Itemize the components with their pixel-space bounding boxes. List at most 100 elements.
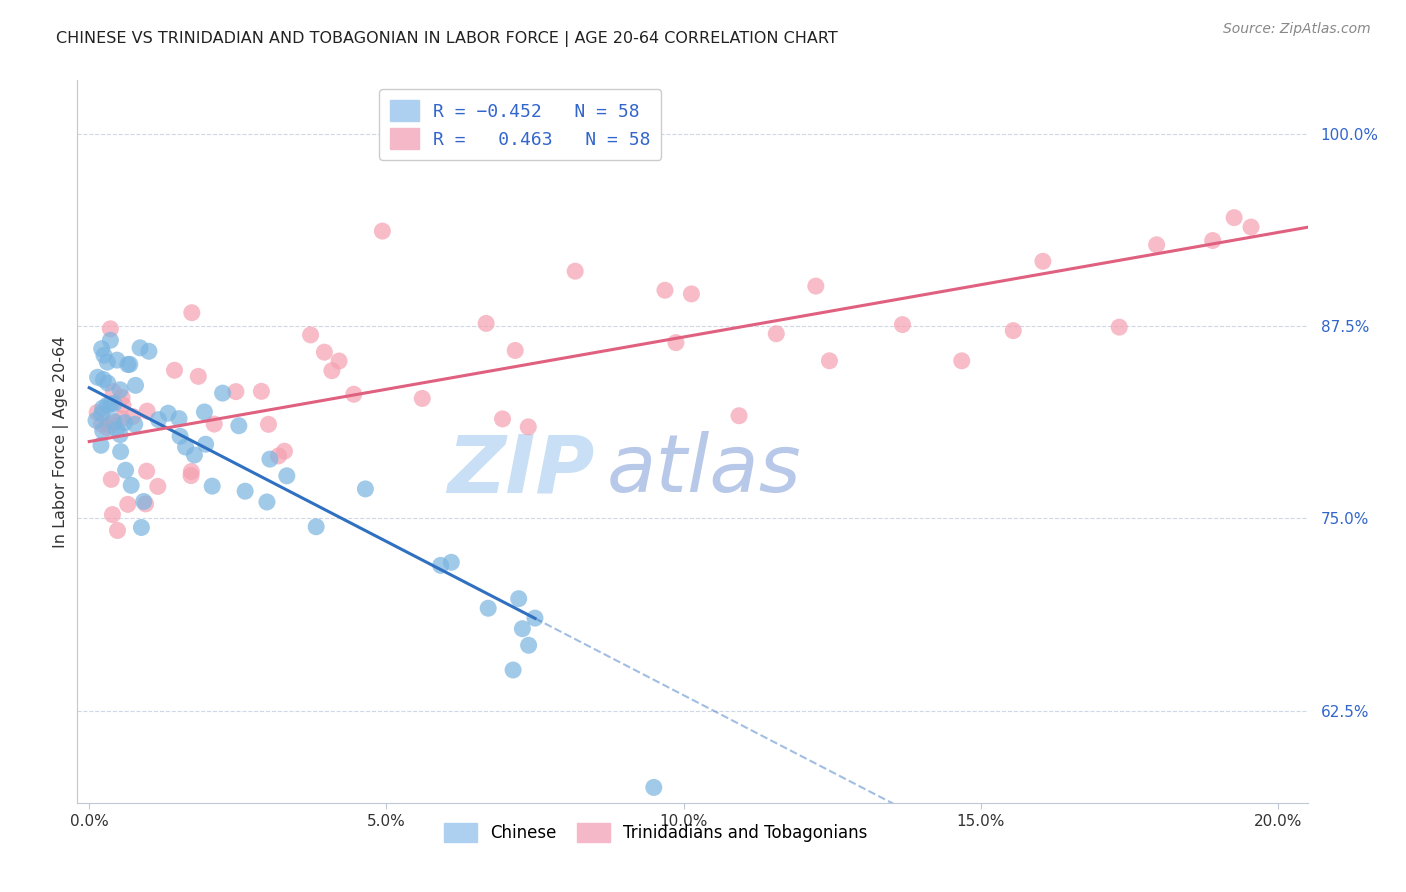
Point [429, 558, 451, 573]
Point [371, 224, 394, 238]
Point [250, 384, 273, 399]
Point [131, 520, 153, 534]
Text: Source: ZipAtlas.com: Source: ZipAtlas.com [1223, 22, 1371, 37]
Point [91, 401, 114, 415]
Point [643, 780, 665, 795]
Point [138, 344, 160, 359]
Point [104, 416, 127, 430]
Point [491, 412, 513, 426]
Point [818, 353, 841, 368]
Point [180, 465, 202, 479]
Point [114, 416, 136, 430]
Point [183, 448, 205, 462]
Point [305, 520, 328, 534]
Point [1032, 254, 1054, 268]
Point [135, 464, 157, 478]
Point [90, 342, 112, 356]
Point [665, 335, 688, 350]
Point [354, 482, 377, 496]
Point [343, 387, 366, 401]
Point [157, 406, 180, 420]
Point [136, 404, 159, 418]
Point [508, 591, 530, 606]
Point [111, 398, 134, 412]
Point [1108, 320, 1130, 334]
Point [174, 440, 197, 454]
Point [101, 414, 124, 428]
Point [163, 363, 186, 377]
Point [259, 452, 281, 467]
Point [124, 378, 146, 392]
Point [103, 397, 125, 411]
Point [517, 638, 540, 652]
Point [96, 398, 118, 412]
Point [100, 322, 122, 336]
Point [108, 427, 131, 442]
Point [228, 418, 250, 433]
Point [273, 444, 295, 458]
Point [90, 417, 112, 432]
Point [564, 264, 586, 278]
Point [180, 468, 202, 483]
Point [477, 601, 499, 615]
Point [654, 283, 676, 297]
Point [111, 411, 134, 425]
Point [90, 407, 112, 421]
Point [167, 411, 190, 425]
Point [233, 484, 256, 499]
Point [440, 555, 463, 569]
Point [211, 386, 233, 401]
Point [276, 468, 298, 483]
Point [1240, 220, 1263, 235]
Point [194, 437, 217, 451]
Point [101, 508, 124, 522]
Point [169, 429, 191, 443]
Point [256, 495, 278, 509]
Point [93, 348, 115, 362]
Point [765, 326, 787, 341]
Point [105, 353, 128, 368]
Point [96, 355, 118, 369]
Point [804, 279, 827, 293]
Text: CHINESE VS TRINIDADIAN AND TOBAGONIAN IN LABOR FORCE | AGE 20-64 CORRELATION CHA: CHINESE VS TRINIDADIAN AND TOBAGONIAN IN… [56, 31, 838, 47]
Point [503, 343, 526, 358]
Point [411, 392, 433, 406]
Y-axis label: In Labor Force | Age 20-64: In Labor Force | Age 20-64 [53, 335, 69, 548]
Point [111, 391, 134, 405]
Point [299, 327, 322, 342]
Point [118, 357, 141, 371]
Point [225, 384, 247, 399]
Point [950, 354, 973, 368]
Legend: Chinese, Trinidadians and Tobagonians: Chinese, Trinidadians and Tobagonians [437, 816, 875, 848]
Point [681, 286, 703, 301]
Point [314, 345, 336, 359]
Point [103, 384, 125, 399]
Point [257, 417, 280, 432]
Text: ZIP: ZIP [447, 432, 595, 509]
Point [117, 497, 139, 511]
Point [96, 420, 118, 434]
Point [107, 524, 129, 538]
Point [105, 423, 128, 437]
Point [187, 369, 209, 384]
Point [193, 405, 215, 419]
Point [267, 449, 290, 463]
Point [100, 472, 122, 486]
Point [512, 622, 534, 636]
Point [202, 417, 225, 431]
Point [84, 413, 107, 427]
Point [201, 479, 224, 493]
Point [90, 438, 112, 452]
Point [120, 478, 142, 492]
Point [97, 376, 120, 390]
Point [475, 317, 498, 331]
Point [124, 417, 146, 432]
Point [100, 397, 122, 411]
Point [180, 306, 202, 320]
Point [148, 412, 170, 426]
Point [321, 364, 343, 378]
Point [86, 370, 108, 384]
Text: atlas: atlas [606, 432, 801, 509]
Point [1146, 237, 1168, 252]
Point [1202, 234, 1225, 248]
